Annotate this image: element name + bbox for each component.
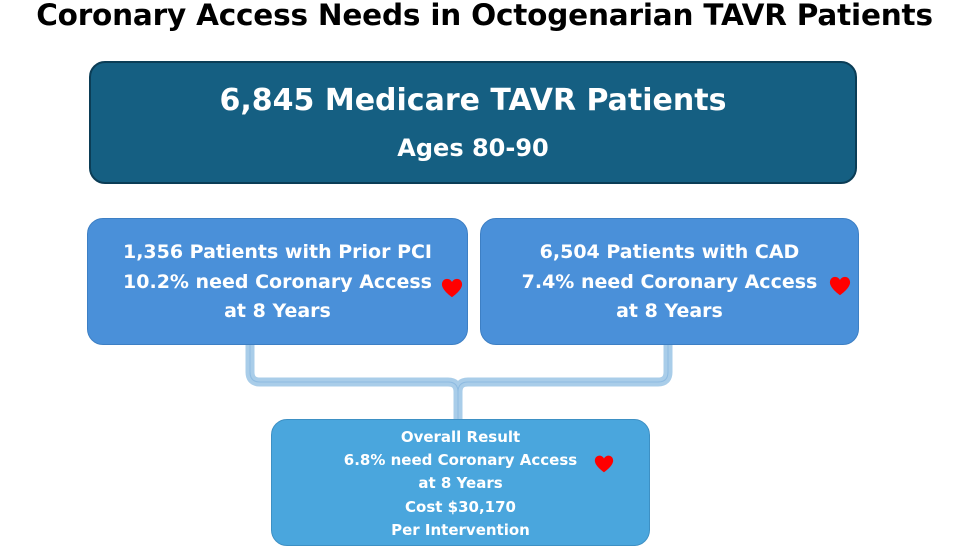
- cost-label: Cost $30,170: [405, 498, 516, 516]
- overall-result-heading: Overall Result: [400, 428, 521, 446]
- prior-pci-rate: 10.2% need Coronary Access: [123, 271, 432, 293]
- total-patients-box: 6,845 Medicare TAVR Patients Ages 80-90: [89, 61, 857, 184]
- overall-timeframe: at 8 Years: [418, 474, 503, 492]
- heart-icon: [441, 278, 463, 298]
- cad-timeframe: at 8 Years: [616, 300, 723, 322]
- total-patients-label: 6,845 Medicare TAVR Patients: [219, 83, 727, 118]
- heart-icon: [594, 455, 614, 473]
- prior-pci-box: 1,356 Patients with Prior PCI 10.2% need…: [87, 218, 468, 345]
- age-range-label: Ages 80-90: [397, 134, 549, 162]
- heart-icon: [829, 276, 851, 296]
- cad-box: 6,504 Patients with CAD 7.4% need Corona…: [480, 218, 859, 345]
- cad-count: 6,504 Patients with CAD: [539, 241, 800, 263]
- cad-rate: 7.4% need Coronary Access: [521, 271, 818, 293]
- page-title: Coronary Access Needs in Octogenarian TA…: [36, 0, 933, 32]
- prior-pci-count: 1,356 Patients with Prior PCI: [122, 241, 433, 263]
- overall-result-box: Overall Result 6.8% need Coronary Access…: [271, 419, 650, 546]
- prior-pci-timeframe: at 8 Years: [224, 300, 331, 322]
- per-intervention-label: Per Intervention: [391, 521, 530, 539]
- overall-rate: 6.8% need Coronary Access: [343, 451, 578, 469]
